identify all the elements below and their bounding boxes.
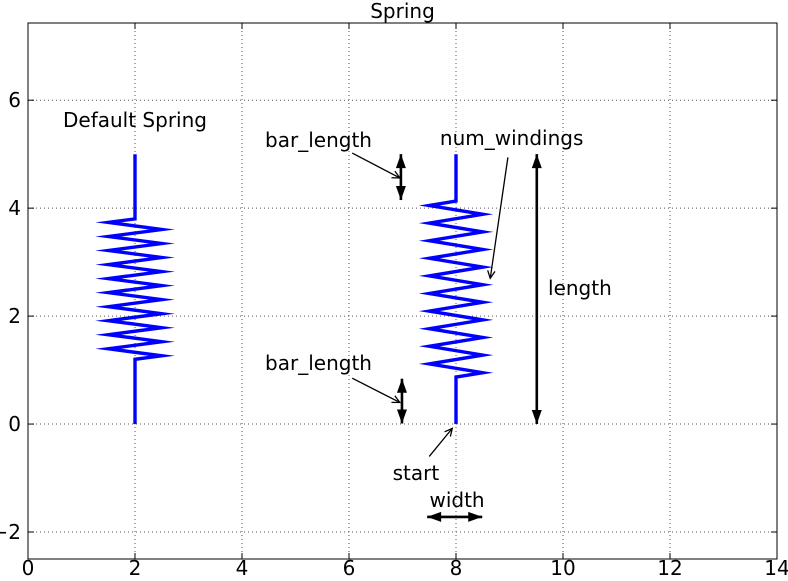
x-tick-label: 8 — [450, 556, 463, 577]
pointer-arrow — [351, 377, 402, 404]
x-tick-label: 12 — [657, 556, 682, 577]
y-tick-label: 2 — [8, 304, 21, 328]
x-tick-label: 4 — [236, 556, 249, 577]
y-tick-label: −2 — [0, 520, 21, 544]
label-default-spring: Default Spring — [63, 108, 207, 132]
pointer-arrow — [428, 427, 454, 457]
label-num-windings: num_windings — [440, 126, 583, 150]
pointer-arrow — [351, 152, 402, 179]
label-bar-length-top: bar_length — [265, 128, 372, 152]
spring-default — [95, 154, 175, 425]
pointer-arrow — [487, 157, 509, 280]
annotation-labels-group: Default Spring bar_length num_windings l… — [63, 108, 612, 512]
grid-lines — [28, 23, 777, 559]
label-bar-length-bottom: bar_length — [265, 351, 372, 375]
label-start: start — [393, 461, 440, 485]
x-tick-label: 10 — [550, 556, 575, 577]
x-tick-label: 14 — [764, 556, 788, 577]
x-tick-label: 6 — [343, 556, 356, 577]
axes-frame — [27, 22, 778, 560]
y-tick-label: 0 — [8, 412, 21, 436]
spring-annotated — [418, 154, 494, 425]
annotation-arrows-group — [351, 152, 542, 522]
x-tick-label: 2 — [129, 556, 142, 577]
axis-ticks — [27, 23, 778, 559]
y-tick-label: 6 — [8, 88, 21, 112]
label-width: width — [429, 488, 484, 512]
y-tick-label: 4 — [8, 196, 21, 220]
springs-group — [95, 154, 494, 425]
label-length: length — [548, 276, 612, 300]
x-tick-label: 0 — [22, 556, 35, 577]
plot-title: Spring — [370, 0, 435, 23]
